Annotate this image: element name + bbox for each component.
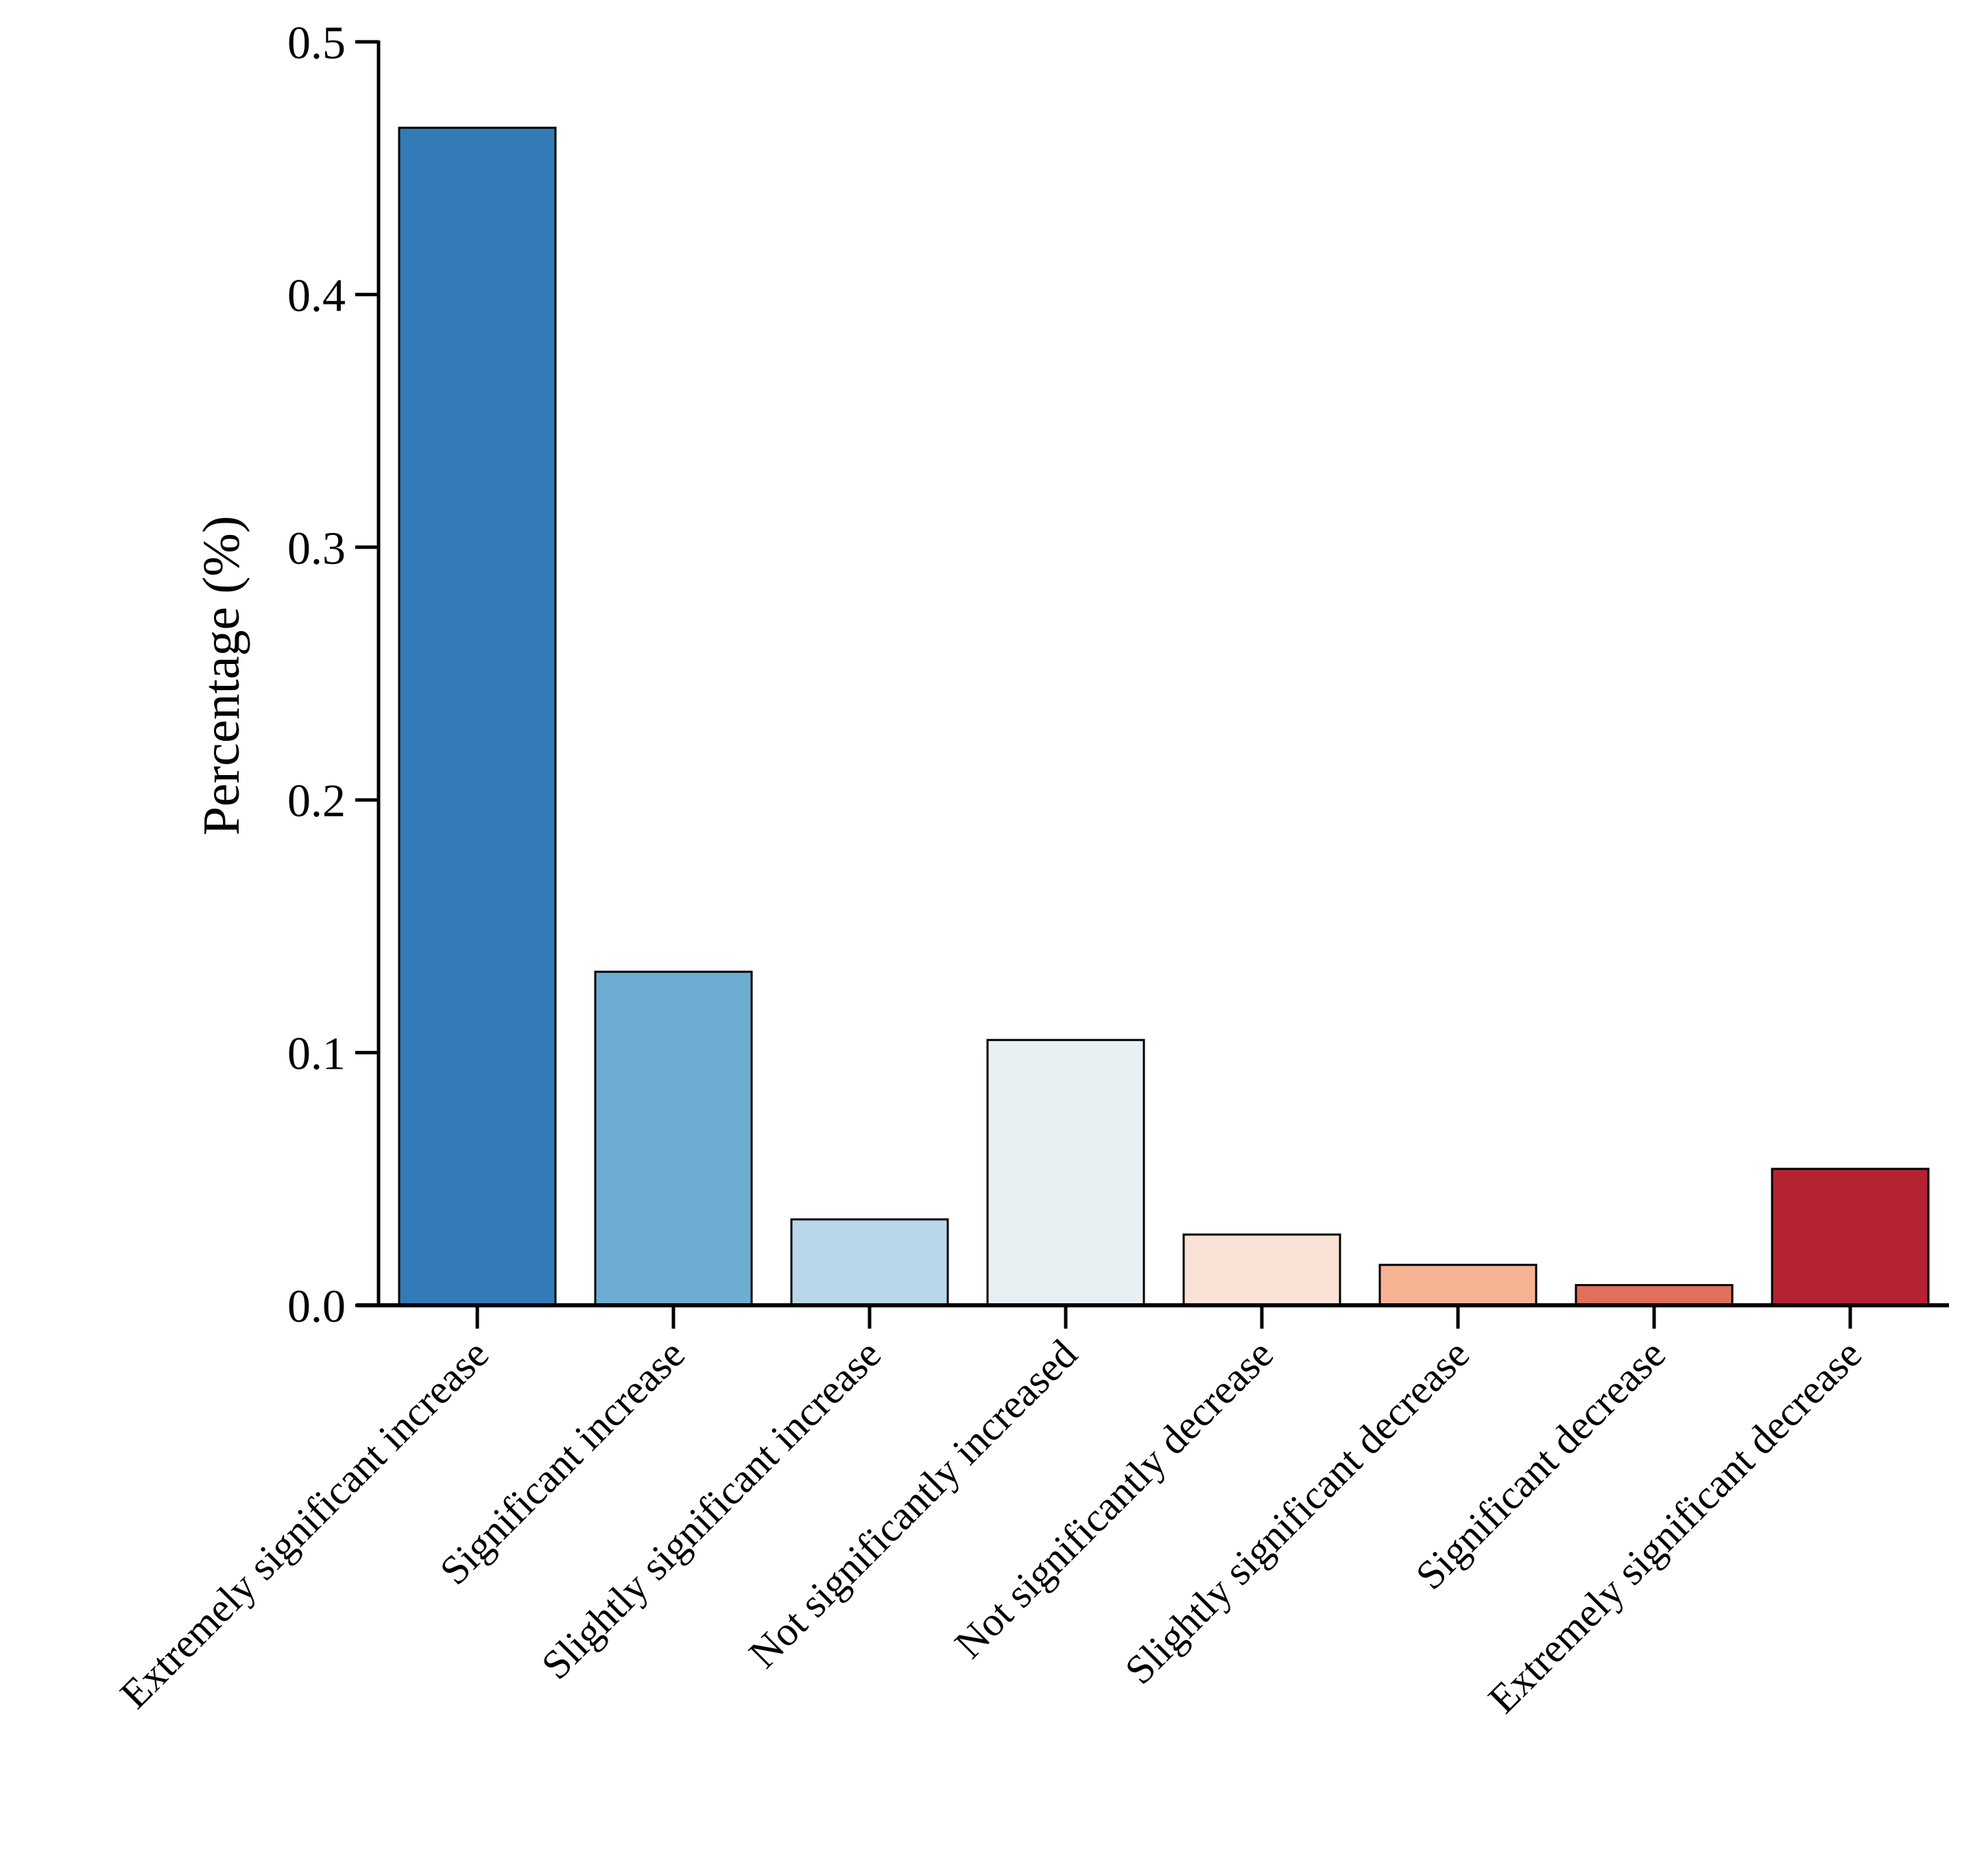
y-axis-label: Percentage (%) <box>193 516 250 835</box>
y-tick-label: 0.2 <box>287 774 346 827</box>
bar <box>1771 1167 1930 1307</box>
bar <box>398 126 557 1307</box>
x-tick-label: Extremely significant decrease <box>1479 1331 1870 1722</box>
x-tick-label: Not significantly increased <box>740 1331 1086 1677</box>
y-tick-label: 0.0 <box>287 1280 346 1332</box>
y-tick-label: 0.5 <box>287 16 346 69</box>
y-tick-label: 0.3 <box>287 522 346 574</box>
x-tick-label: Extremely significant increase <box>112 1331 498 1718</box>
bar <box>1575 1284 1734 1307</box>
x-tick-label: Slightly significant decrease <box>1116 1331 1478 1693</box>
y-tick-label: 0.4 <box>287 269 346 321</box>
bar <box>594 971 753 1307</box>
bars <box>398 126 1930 1307</box>
x-tick-label: Not significantly decrease <box>946 1331 1282 1667</box>
bar <box>986 1038 1145 1307</box>
y-tick-label: 0.1 <box>287 1028 346 1080</box>
x-tick-label: Slightly significant increase <box>533 1331 889 1688</box>
bar <box>790 1218 949 1307</box>
x-axis: Extremely significant increaseSignifican… <box>112 1303 1949 1722</box>
bar <box>1182 1233 1341 1307</box>
bar <box>1378 1263 1538 1307</box>
y-axis: 0.0 0.1 0.2 0.3 0.4 0.5 <box>287 16 381 1332</box>
